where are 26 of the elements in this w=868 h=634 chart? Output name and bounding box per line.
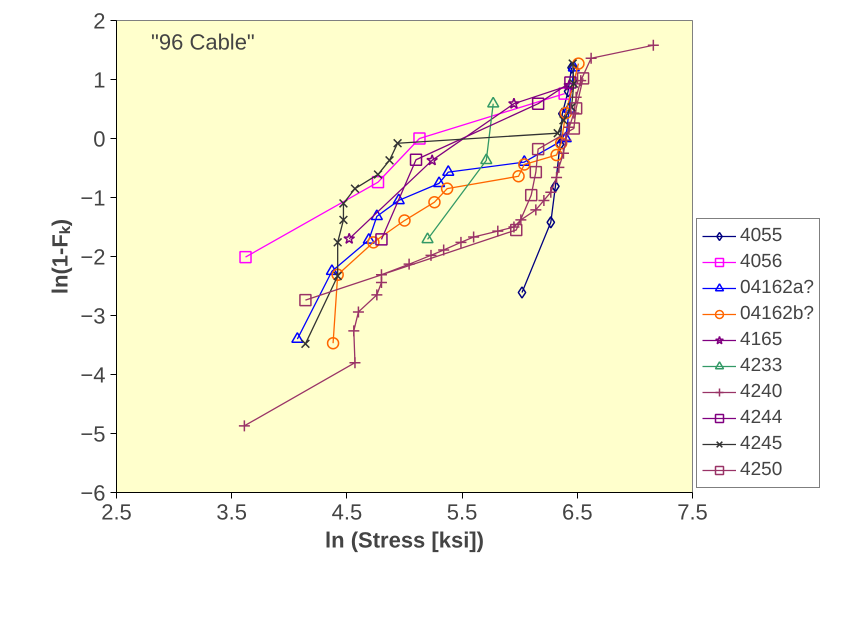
x-tick-label: 6.5 <box>562 500 593 524</box>
legend-label: 4055 <box>740 224 782 248</box>
x-axis-title: ln (Stress [ksi]) <box>325 528 484 552</box>
y-tick-label: −3 <box>80 304 106 328</box>
y-axis-title: ln(1-Fₖ) <box>47 218 72 294</box>
y-tick-label: 1 <box>93 68 106 92</box>
y-tick-label: 2 <box>93 8 106 34</box>
chart-title: "96 Cable" <box>151 29 255 54</box>
y-tick-label: −5 <box>80 422 106 446</box>
legend-label: 4240 <box>740 380 782 404</box>
y-tick-label: −2 <box>80 244 106 270</box>
legend-label: 4165 <box>740 328 782 352</box>
legend-label: 4056 <box>740 250 782 274</box>
legend-label: 04162b? <box>740 302 814 326</box>
legend-label: 4244 <box>740 406 782 430</box>
legend-label: 4233 <box>740 354 782 378</box>
y-tick-label: −1 <box>80 186 106 210</box>
x-tick-label: 3.5 <box>216 500 247 524</box>
y-tick-label: 0 <box>93 126 106 152</box>
x-tick-label: 4.5 <box>332 500 362 524</box>
legend-label: 4250 <box>740 458 782 482</box>
legend-label: 4245 <box>740 432 782 456</box>
legend-label: 04162a? <box>740 276 814 300</box>
y-tick-label: −4 <box>80 362 106 388</box>
x-tick-label: 5.5 <box>446 500 478 524</box>
x-tick-label: 7.5 <box>677 500 708 524</box>
